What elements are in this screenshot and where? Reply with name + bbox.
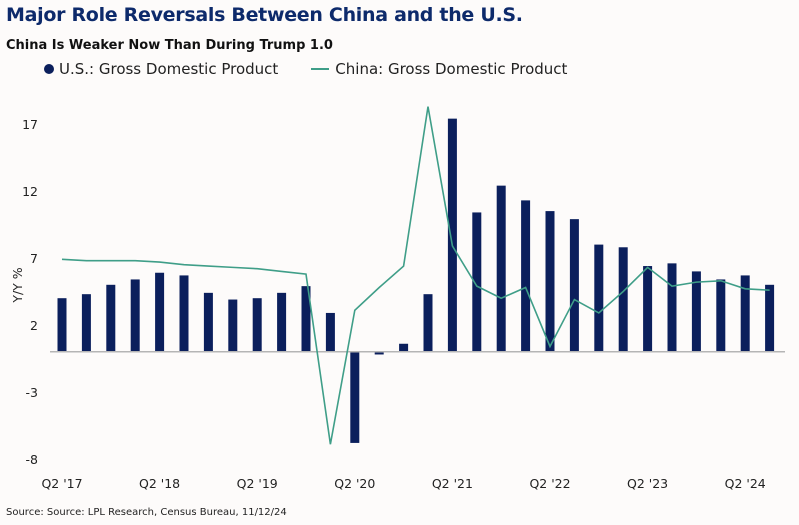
us-gdp-bar-Q318 xyxy=(179,275,189,352)
china-gdp-line xyxy=(61,106,770,445)
x-tick-label: Q2 '17 xyxy=(41,476,82,491)
chart-subtitle: China Is Weaker Now Than During Trump 1.… xyxy=(6,38,333,53)
us-gdp-bar-Q119 xyxy=(228,299,238,352)
us-gdp-bar-Q223 xyxy=(643,266,653,352)
y-tick-label: -8 xyxy=(26,452,39,467)
us-gdp-bar-Q418 xyxy=(203,292,213,352)
us-gdp-bar-Q124 xyxy=(716,279,726,352)
us-gdp-bar-Q123 xyxy=(618,247,628,352)
legend-us-marker xyxy=(44,64,54,74)
us-gdp-bar-Q219 xyxy=(252,298,262,352)
us-gdp-bar-Q324 xyxy=(765,284,775,352)
us-gdp-bar-Q220 xyxy=(350,351,360,443)
us-gdp-bar-Q423 xyxy=(691,271,701,352)
us-gdp-bar-Q218 xyxy=(155,272,165,352)
legend-china-label: China: Gross Domestic Product xyxy=(335,60,568,78)
us-gdp-bar-Q319 xyxy=(277,292,287,352)
x-tick-label: Q2 '21 xyxy=(432,476,473,491)
chart-title: Major Role Reversals Between China and t… xyxy=(6,4,523,26)
us-gdp-bar-Q321 xyxy=(472,212,482,352)
us-gdp-bar-Q224 xyxy=(740,275,750,352)
us-gdp-bar-Q420 xyxy=(399,343,409,352)
us-gdp-bar-Q120 xyxy=(325,312,335,352)
source-note: Source: Source: LPL Research, Census Bur… xyxy=(6,507,287,518)
y-tick-label: 7 xyxy=(30,251,38,266)
us-gdp-bar-Q121 xyxy=(423,294,433,352)
us-gdp-bar-Q421 xyxy=(496,185,506,352)
us-gdp-bar-Q320 xyxy=(374,351,384,355)
y-tick-label: 17 xyxy=(22,117,38,132)
us-gdp-bar-Q221 xyxy=(447,118,457,352)
y-tick-label: -3 xyxy=(26,385,38,400)
legend-us-label: U.S.: Gross Domestic Product xyxy=(59,60,279,78)
y-axis-label: Y/Y % xyxy=(10,267,25,303)
us-gdp-bar-Q322 xyxy=(569,219,579,352)
us-gdp-bar-Q222 xyxy=(545,211,555,352)
us-gdp-bar-Q317 xyxy=(81,294,91,352)
y-tick-label: 12 xyxy=(22,184,38,199)
x-tick-label: Q2 '23 xyxy=(627,476,668,491)
y-tick-label: 2 xyxy=(30,318,38,333)
us-gdp-bar-Q122 xyxy=(521,200,531,352)
us-gdp-bar-Q118 xyxy=(130,279,140,352)
x-tick-label: Q2 '19 xyxy=(237,476,278,491)
us-gdp-bar-Q323 xyxy=(667,263,677,352)
us-gdp-bar-Q422 xyxy=(594,244,604,352)
legend-china-marker xyxy=(311,68,330,70)
x-tick-label: Q2 '24 xyxy=(725,476,766,491)
us-gdp-bar-Q417 xyxy=(106,284,116,352)
us-gdp-bar-Q217 xyxy=(57,298,67,352)
us-gdp-bar-Q419 xyxy=(301,286,311,352)
x-tick-label: Q2 '18 xyxy=(139,476,180,491)
legend: U.S.: Gross Domestic Product China: Gros… xyxy=(44,60,567,78)
x-tick-label: Q2 '22 xyxy=(529,476,570,491)
x-tick-label: Q2 '20 xyxy=(334,476,375,491)
